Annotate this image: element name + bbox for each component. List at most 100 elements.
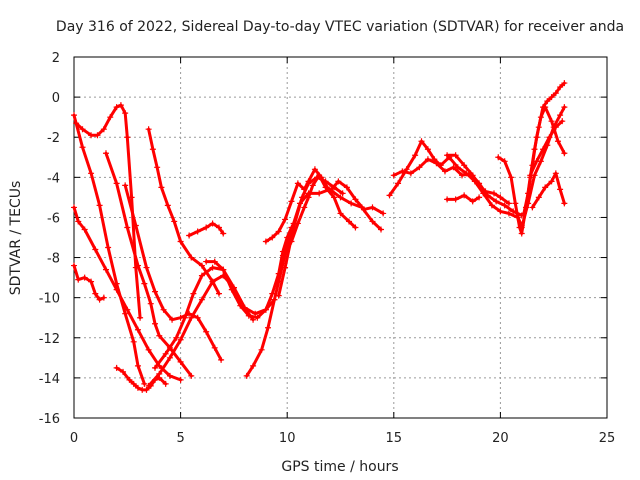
data-point: [339, 190, 346, 197]
data-point: [73, 120, 80, 127]
data-point: [542, 184, 549, 191]
series-track-8: [145, 126, 222, 297]
data-point: [143, 386, 150, 393]
series-line: [496, 81, 566, 235]
data-point: [145, 346, 152, 353]
data-point: [337, 210, 344, 217]
x-tick-label: 10: [279, 431, 296, 446]
data-point: [88, 170, 95, 177]
data-point: [271, 296, 278, 303]
data-point: [386, 192, 393, 199]
data-point: [518, 224, 525, 231]
data-point: [228, 286, 235, 293]
series-track-9: [186, 220, 227, 239]
y-tick-label: -16: [39, 412, 60, 427]
data-point: [322, 184, 329, 191]
series-track-15: [279, 172, 359, 259]
data-point: [529, 204, 536, 211]
data-point: [554, 138, 561, 145]
data-point: [337, 194, 344, 201]
data-point: [282, 264, 289, 271]
data-point: [360, 206, 367, 213]
data-point: [113, 364, 120, 371]
data-point: [71, 204, 77, 211]
data-point: [209, 278, 216, 285]
data-point: [369, 204, 376, 211]
data-point: [188, 372, 195, 379]
data-point: [209, 220, 216, 227]
series-track-16: [275, 174, 346, 299]
data-point: [134, 362, 141, 369]
x-axis-label: GPS time / hours: [281, 459, 398, 475]
data-point: [275, 228, 282, 235]
data-point: [145, 126, 152, 133]
y-axis-label: SDTVAR / TECUs: [8, 181, 24, 296]
data-point: [134, 384, 141, 391]
data-point: [452, 196, 459, 203]
data-point: [369, 218, 376, 225]
data-point: [380, 210, 387, 217]
data-point: [194, 228, 201, 235]
data-point: [561, 150, 568, 157]
data-point: [126, 376, 133, 383]
series-line: [445, 153, 511, 205]
data-point: [557, 84, 564, 91]
data-point: [92, 290, 99, 297]
data-point: [254, 314, 261, 321]
data-point: [262, 238, 269, 245]
data-point: [88, 132, 95, 139]
data-point: [120, 368, 127, 375]
data-point: [548, 118, 555, 125]
x-tick-label: 20: [492, 431, 509, 446]
data-point: [378, 226, 385, 233]
data-point: [132, 222, 139, 229]
series-track-25: [529, 170, 568, 211]
data-point: [102, 266, 109, 273]
y-axis: 2 0 -2 -4 -6 -8 -10 -12 -14 -16: [39, 51, 607, 427]
data-point: [177, 336, 184, 343]
data-point: [156, 332, 163, 339]
data-point: [188, 314, 195, 321]
y-tick-label: -10: [39, 292, 60, 307]
data-point: [137, 314, 144, 321]
series-track-22: [514, 104, 568, 231]
data-point: [488, 202, 495, 209]
data-point: [96, 202, 103, 209]
data-point: [557, 112, 564, 119]
data-point: [331, 184, 338, 191]
chart-title: Day 316 of 2022, Sidereal Day-to-day VTE…: [56, 19, 624, 35]
data-point: [450, 164, 457, 171]
data-point: [469, 172, 476, 179]
data-point: [557, 186, 564, 193]
data-point: [100, 126, 107, 133]
series-track-5: [102, 150, 195, 379]
data-point: [122, 310, 129, 317]
data-point: [75, 276, 82, 283]
data-point: [548, 94, 555, 101]
data-point: [282, 216, 289, 223]
data-point: [154, 164, 161, 171]
data-point: [497, 208, 504, 215]
data-point: [346, 218, 353, 225]
data-point: [113, 104, 120, 111]
data-point: [343, 184, 350, 191]
data-point: [209, 264, 216, 271]
data-point: [331, 194, 338, 201]
data-point: [71, 262, 77, 269]
data-point: [71, 112, 77, 119]
y-tick-label: -6: [47, 211, 60, 226]
data-point: [461, 162, 468, 169]
x-tick-label: 0: [70, 431, 78, 446]
data-point: [177, 376, 184, 383]
data-point: [495, 154, 502, 161]
data-point: [279, 252, 286, 259]
data-point: [469, 198, 476, 205]
data-point: [269, 290, 276, 297]
series-line: [281, 173, 357, 258]
data-point: [561, 80, 568, 87]
data-point: [124, 134, 131, 141]
data-point: [461, 192, 468, 199]
data-point: [177, 358, 184, 365]
data-point: [301, 204, 308, 211]
